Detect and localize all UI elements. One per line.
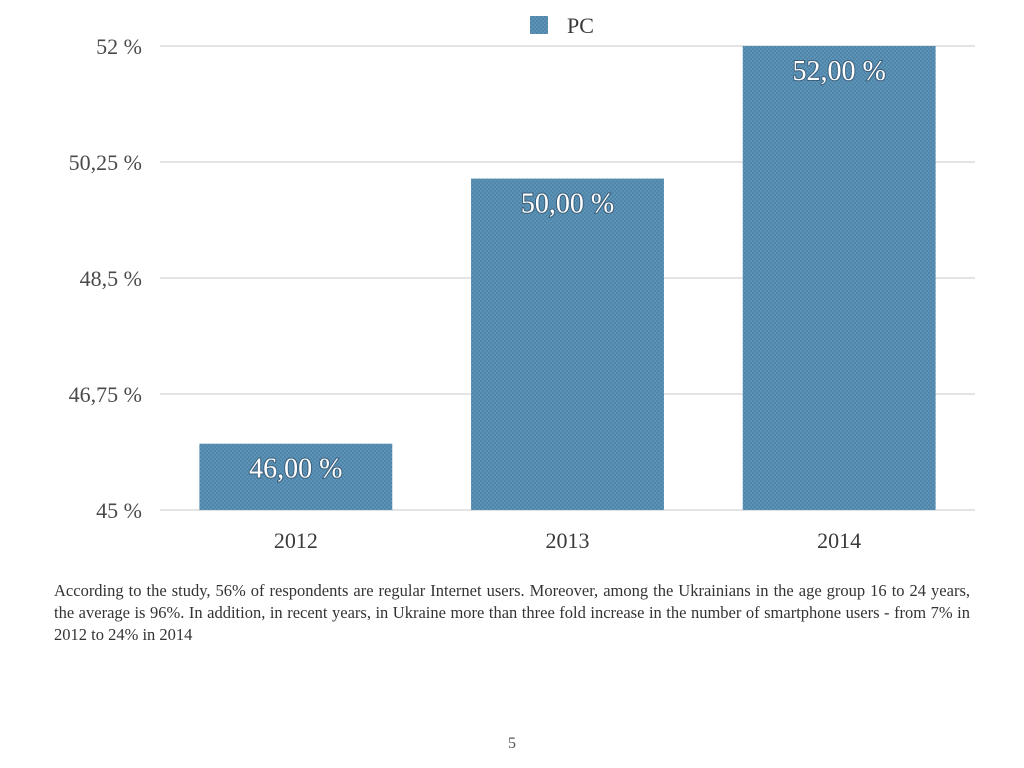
x-axis-ticks: 2012 2013 2014: [274, 528, 861, 553]
chart-legend: PC: [530, 13, 594, 38]
bars: [199, 46, 936, 511]
data-labels: 46,00 % 50,00 % 52,00 %: [248, 55, 887, 486]
page-number: 5: [508, 735, 516, 752]
y-tick-label: 52 %: [96, 34, 142, 59]
data-label-2013: 50,00 %: [521, 189, 614, 220]
y-tick-label: 48,5 %: [80, 266, 142, 291]
bar-2013: [471, 178, 664, 511]
y-tick-label: 46,75 %: [69, 382, 142, 407]
slide-caption: According to the study, 56% of responden…: [54, 581, 970, 644]
bar-2012: [199, 443, 393, 510]
x-tick-label-2013: 2013: [546, 528, 590, 553]
bar-2014: [742, 46, 936, 510]
legend-label-pc: PC: [567, 13, 594, 38]
bar-chart: PC 45 % 46,75 % 48,5 % 50,25 % 52 % 46,00 % 5…: [69, 13, 975, 553]
x-tick-label-2014: 2014: [817, 528, 861, 553]
y-axis-ticks: 45 % 46,75 % 48,5 % 50,25 % 52 %: [69, 34, 142, 523]
data-label-2014: 52,00 %: [793, 56, 886, 87]
data-label-2012: 46,00 %: [249, 454, 342, 485]
y-tick-label: 45 %: [96, 498, 142, 523]
x-tick-label-2012: 2012: [274, 528, 318, 553]
legend-swatch-pc: [530, 16, 548, 34]
y-tick-label: 50,25 %: [69, 150, 142, 175]
